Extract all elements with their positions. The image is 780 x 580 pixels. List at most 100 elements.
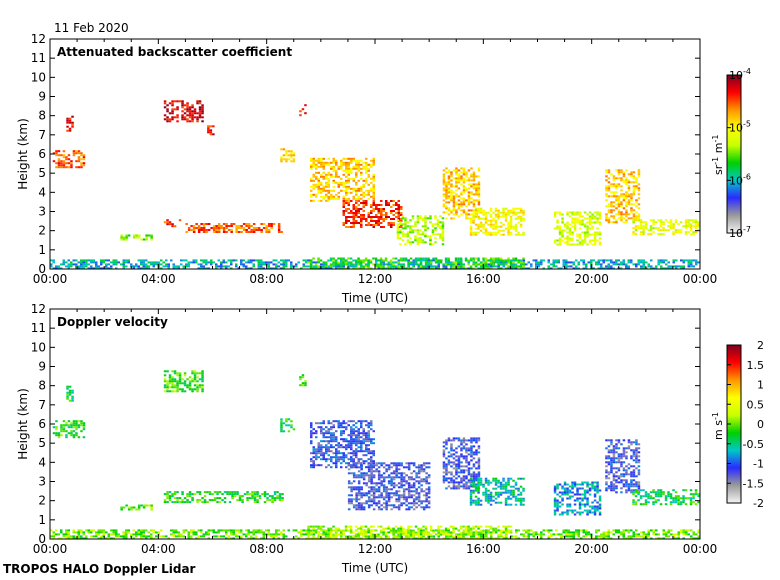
heatmap-cell <box>474 495 478 498</box>
heatmap-cell <box>385 500 388 503</box>
heatmap-cell <box>75 152 78 155</box>
heatmap-cell <box>301 384 305 387</box>
heatmap-cell <box>669 221 673 224</box>
heatmap-cell <box>455 173 458 176</box>
heatmap-cell <box>292 152 296 155</box>
heatmap-cell <box>357 450 360 453</box>
heatmap-cell <box>499 221 503 224</box>
heatmap-cell <box>573 219 577 222</box>
heatmap-cell <box>222 259 225 262</box>
heatmap-cell <box>350 482 353 485</box>
heatmap-cell <box>460 441 463 444</box>
heatmap-cell <box>320 157 323 160</box>
heatmap-cell <box>494 497 498 500</box>
heatmap-cell <box>512 261 515 264</box>
heatmap-cell <box>342 204 345 206</box>
heatmap-cell <box>467 449 471 452</box>
heatmap-cell <box>352 430 355 433</box>
heatmap-cell <box>340 424 343 427</box>
heatmap-cell <box>596 227 599 230</box>
heatmap-cell <box>247 267 250 269</box>
heatmap-cell <box>462 187 466 190</box>
heatmap-cell <box>212 231 216 233</box>
heatmap-cell <box>411 229 415 232</box>
heatmap-cell <box>362 428 365 431</box>
heatmap-cell <box>390 222 393 224</box>
heatmap-cell <box>137 506 141 509</box>
heatmap-cell <box>588 241 592 244</box>
heatmap-cell <box>312 165 315 168</box>
heatmap-cell <box>312 193 315 196</box>
heatmap-cell <box>568 495 572 498</box>
heatmap-cell <box>165 259 168 262</box>
heatmap-cell <box>332 263 335 266</box>
heatmap-cell <box>252 231 256 233</box>
heatmap-cell <box>163 384 167 387</box>
heatmap-cell <box>340 434 343 437</box>
heatmap-cell <box>365 484 368 487</box>
heatmap-cell <box>225 267 228 269</box>
heatmap-cell <box>499 267 503 269</box>
heatmap-cell <box>350 458 353 461</box>
heatmap-cell <box>519 267 523 269</box>
heatmap-cell <box>182 259 185 262</box>
heatmap-cell <box>337 424 340 427</box>
heatmap-cell <box>395 212 398 214</box>
heatmap-cell <box>362 218 365 220</box>
heatmap-cell <box>402 498 406 501</box>
heatmap-cell <box>312 261 315 264</box>
heatmap-cell <box>205 267 208 269</box>
heatmap-cell <box>467 469 471 472</box>
heatmap-cell <box>561 513 564 516</box>
heatmap-cell <box>572 267 575 269</box>
heatmap-cell <box>499 501 503 504</box>
heatmap-cell <box>255 227 258 229</box>
heatmap-cell <box>355 197 358 200</box>
heatmap-cell <box>581 215 584 218</box>
heatmap-cell <box>275 263 278 266</box>
heatmap-cell <box>425 482 428 485</box>
heatmap-cell <box>320 195 323 198</box>
heatmap-cell <box>452 453 456 456</box>
heatmap-cell <box>377 490 381 493</box>
heatmap-cell <box>330 173 333 176</box>
heatmap-cell <box>305 265 308 268</box>
heatmap-cell <box>233 493 237 496</box>
heatmap-cell <box>75 422 78 425</box>
heatmap-cell <box>462 167 466 170</box>
heatmap-cell <box>517 233 520 236</box>
heatmap-cell <box>262 227 266 229</box>
heatmap-cell <box>674 221 678 224</box>
colorbar-tick-exponent: -7 <box>743 225 751 234</box>
heatmap-cell <box>497 479 500 482</box>
heatmap-cell <box>362 430 365 433</box>
heatmap-cell <box>593 509 597 512</box>
heatmap-cell <box>166 388 169 391</box>
heatmap-cell <box>595 261 598 264</box>
heatmap-cell <box>342 195 345 198</box>
heatmap-cell <box>460 485 463 488</box>
heatmap-cell <box>460 191 463 194</box>
heatmap-cell <box>492 227 495 230</box>
heatmap-cell <box>350 430 353 433</box>
heatmap-cell <box>512 493 515 496</box>
heatmap-cell <box>315 261 318 264</box>
heatmap-cell <box>377 208 380 210</box>
heatmap-cell <box>417 476 421 479</box>
heatmap-cell <box>209 133 213 136</box>
heatmap-cell <box>434 215 437 218</box>
heatmap-cell <box>457 465 461 468</box>
heatmap-cell <box>166 116 169 119</box>
heatmap-cell <box>176 497 179 500</box>
heatmap-cell <box>504 219 508 222</box>
heatmap-cell <box>484 493 488 496</box>
heatmap-cell <box>465 173 468 176</box>
heatmap-cell <box>425 492 428 495</box>
heatmap-cell <box>509 223 513 226</box>
heatmap-cell <box>213 491 217 494</box>
heatmap-cell <box>335 454 338 457</box>
heatmap-cell <box>389 267 393 269</box>
heatmap-cell <box>565 265 568 268</box>
heatmap-cell <box>535 261 538 264</box>
heatmap-cell <box>395 202 398 204</box>
